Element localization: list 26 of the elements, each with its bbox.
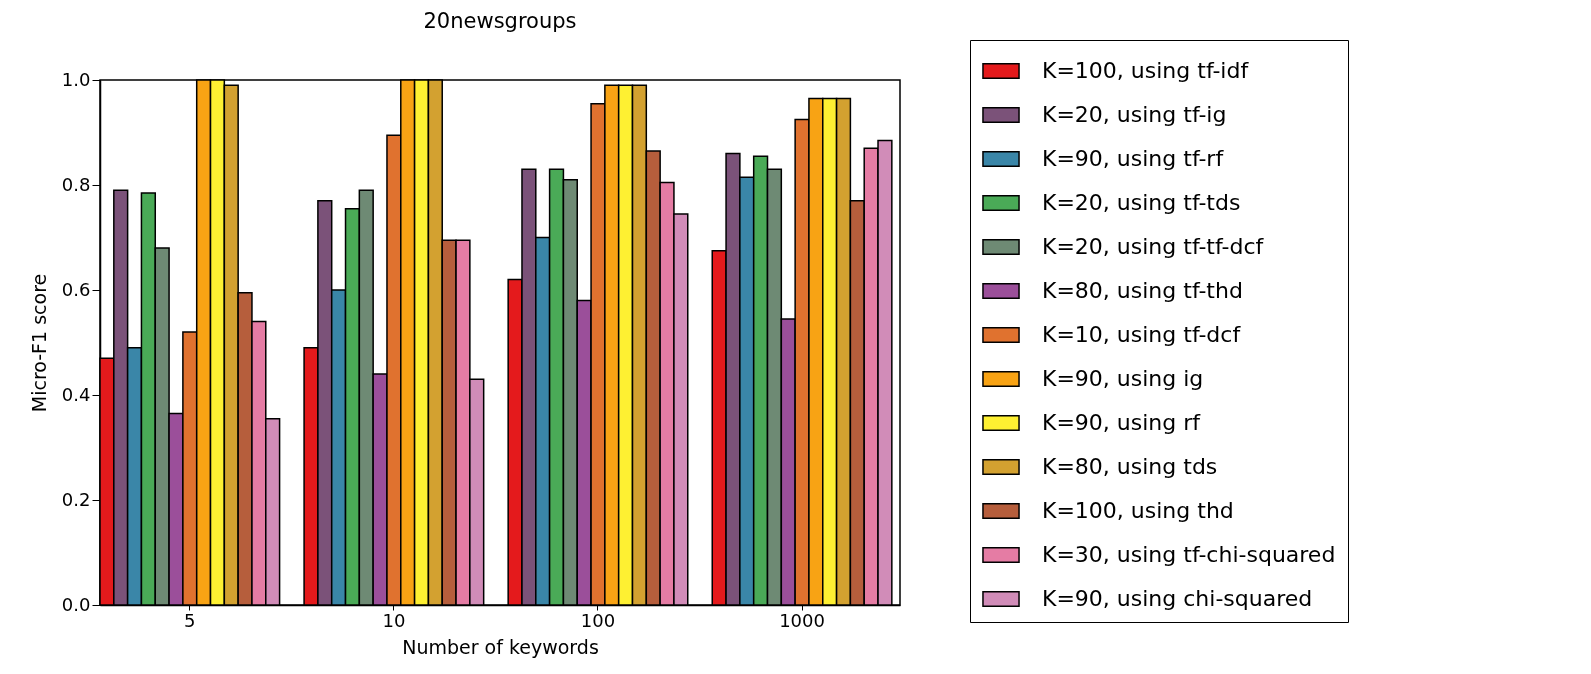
legend-label: K=90, using tf-rf: [1042, 146, 1225, 171]
y-tick-label: 0.6: [61, 278, 91, 300]
legend-label: K=20, using tf-tds: [1042, 190, 1241, 215]
legend-label: K=100, using tf-idf: [1042, 58, 1250, 83]
legend-label: K=30, using tf-chi-squared: [1042, 542, 1336, 567]
y-tick-label: 0.4: [61, 383, 91, 405]
legend-label: K=90, using rf: [1042, 410, 1202, 435]
legend-label: K=100, using thd: [1042, 498, 1234, 523]
y-axis-title: Micro-F1 score: [27, 273, 50, 413]
legend-label: K=80, using tf-thd: [1042, 278, 1243, 303]
x-tick-label: 10: [382, 609, 406, 631]
x-tick-label: 5: [184, 609, 196, 631]
x-tick-label: 1000: [779, 609, 825, 631]
legend-label: K=80, using tds: [1042, 454, 1218, 479]
legend-label: K=20, using tf-tf-dcf: [1042, 234, 1265, 259]
y-tick-label: 0.8: [61, 173, 91, 195]
x-tick-label: 100: [580, 609, 616, 631]
y-tick-label: 1.0: [61, 68, 91, 90]
chart-title: 20newsgroups: [423, 8, 577, 33]
x-axis-title: Number of keywords: [402, 635, 599, 658]
legend-label: K=90, using ig: [1042, 366, 1204, 391]
legend-label: K=20, using tf-ig: [1042, 102, 1227, 127]
legend-label: K=90, using chi-squared: [1042, 586, 1313, 611]
y-tick-label: 0.2: [61, 488, 91, 510]
y-tick-label: 0.0: [61, 593, 91, 615]
legend-label: K=10, using tf-dcf: [1042, 322, 1242, 347]
